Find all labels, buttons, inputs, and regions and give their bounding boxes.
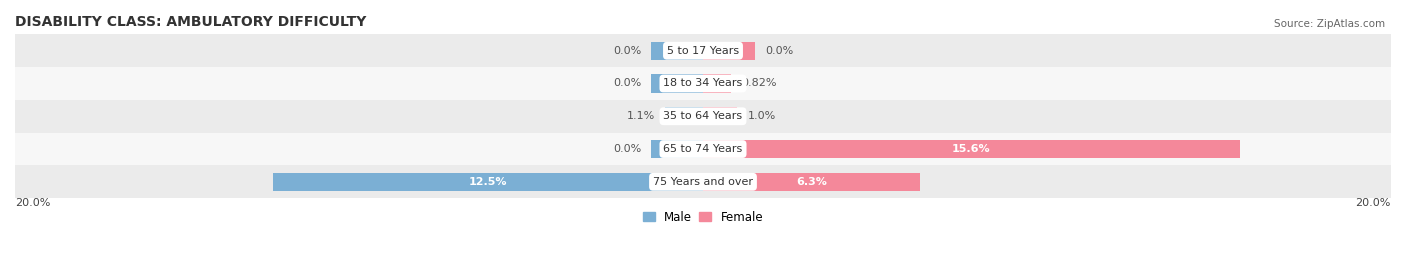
Text: 0.0%: 0.0% <box>765 46 793 56</box>
Bar <box>15 34 1391 67</box>
Bar <box>651 140 703 158</box>
Text: 18 to 34 Years: 18 to 34 Years <box>664 79 742 89</box>
Text: 65 to 74 Years: 65 to 74 Years <box>664 144 742 154</box>
Text: 20.0%: 20.0% <box>15 198 51 208</box>
Text: DISABILITY CLASS: AMBULATORY DIFFICULTY: DISABILITY CLASS: AMBULATORY DIFFICULTY <box>15 15 367 29</box>
Text: 15.6%: 15.6% <box>952 144 991 154</box>
Bar <box>703 107 737 125</box>
Text: 35 to 64 Years: 35 to 64 Years <box>664 111 742 121</box>
Text: 0.0%: 0.0% <box>613 46 641 56</box>
Bar <box>15 67 1391 100</box>
Text: 1.1%: 1.1% <box>627 111 655 121</box>
Bar <box>273 173 703 191</box>
Bar <box>651 75 703 93</box>
Text: 5 to 17 Years: 5 to 17 Years <box>666 46 740 56</box>
Bar <box>15 100 1391 133</box>
Text: 0.0%: 0.0% <box>613 79 641 89</box>
Bar <box>703 140 1240 158</box>
Text: 12.5%: 12.5% <box>468 177 508 187</box>
Text: 1.0%: 1.0% <box>748 111 776 121</box>
Bar <box>703 173 920 191</box>
Bar <box>15 133 1391 165</box>
Text: 0.82%: 0.82% <box>741 79 778 89</box>
Bar <box>651 42 703 60</box>
Bar <box>703 42 755 60</box>
Legend: Male, Female: Male, Female <box>638 206 768 228</box>
Bar <box>15 165 1391 198</box>
Text: 0.0%: 0.0% <box>613 144 641 154</box>
Bar <box>665 107 703 125</box>
Bar <box>703 75 731 93</box>
Text: Source: ZipAtlas.com: Source: ZipAtlas.com <box>1274 19 1385 29</box>
Text: 75 Years and over: 75 Years and over <box>652 177 754 187</box>
Text: 20.0%: 20.0% <box>1355 198 1391 208</box>
Text: 6.3%: 6.3% <box>796 177 827 187</box>
